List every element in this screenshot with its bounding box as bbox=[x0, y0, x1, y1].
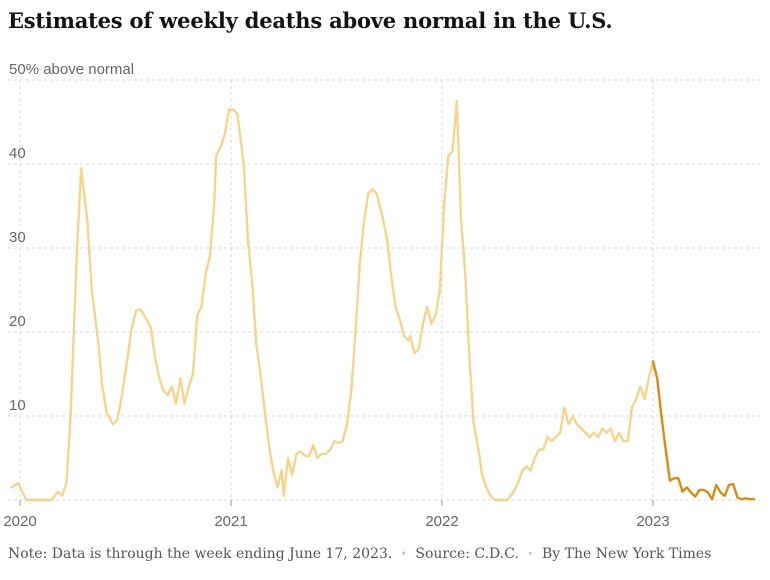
y-tick-label: 10 bbox=[9, 397, 26, 414]
series-lines bbox=[10, 99, 756, 502]
y-tick-label: 30 bbox=[9, 229, 26, 246]
footer-note: Note: Data is through the week ending Ju… bbox=[8, 546, 393, 562]
footer-source: Source: C.D.C. bbox=[415, 546, 519, 562]
y-tick-label: 20 bbox=[9, 313, 26, 330]
footer: Note: Data is through the week ending Ju… bbox=[8, 546, 711, 562]
footer-separator: • bbox=[526, 547, 534, 561]
x-tick-label: 2023 bbox=[636, 513, 669, 530]
x-tick-label: 2021 bbox=[214, 513, 247, 530]
series-line-historical bbox=[10, 99, 655, 502]
footer-separator: • bbox=[400, 547, 408, 561]
footer-byline: By The New York Times bbox=[541, 546, 712, 562]
chart-title: Estimates of weekly deaths above normal … bbox=[8, 8, 613, 33]
x-tick-label: 2020 bbox=[3, 513, 36, 530]
axis-ticks: 50% above normal 40 30 20 10 2020 2021 2022 2023 bbox=[3, 61, 669, 530]
grid-lines bbox=[8, 79, 760, 506]
y-tick-label: 40 bbox=[9, 145, 26, 162]
x-tick-label: 2022 bbox=[425, 513, 458, 530]
y-tick-label: 50% above normal bbox=[9, 61, 134, 78]
series-line-recent bbox=[651, 360, 756, 501]
